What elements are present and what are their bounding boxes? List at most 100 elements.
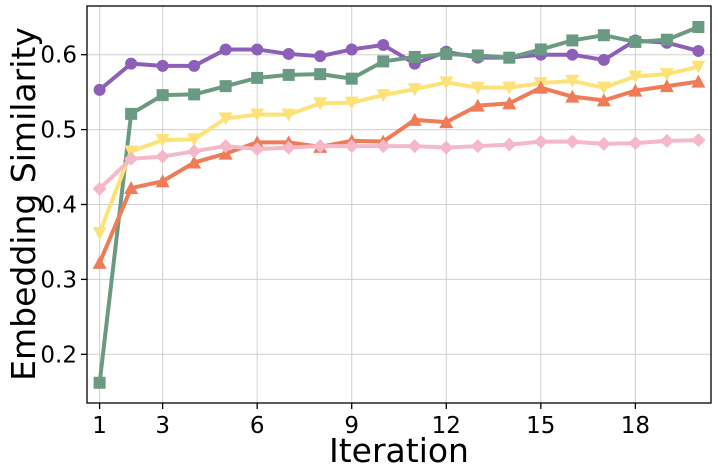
data-point bbox=[344, 139, 359, 154]
y-tick-label: 0.2 bbox=[40, 342, 77, 368]
data-point bbox=[187, 155, 202, 169]
data-point bbox=[407, 112, 422, 126]
data-point bbox=[503, 51, 516, 64]
data-point bbox=[566, 48, 579, 61]
data-point bbox=[345, 72, 358, 85]
data-point bbox=[565, 89, 580, 103]
x-tick-label: 18 bbox=[621, 413, 650, 439]
data-point bbox=[250, 142, 265, 157]
data-point bbox=[282, 68, 295, 81]
data-point bbox=[502, 96, 517, 110]
series-yellow-triangle-down bbox=[92, 60, 706, 240]
data-point bbox=[125, 57, 138, 70]
data-point bbox=[124, 151, 139, 166]
data-point bbox=[407, 83, 422, 97]
data-point bbox=[471, 49, 484, 62]
x-tick-label: 6 bbox=[250, 413, 265, 439]
data-point bbox=[565, 134, 580, 149]
data-point bbox=[188, 88, 201, 101]
data-point bbox=[659, 68, 674, 82]
data-point bbox=[692, 20, 705, 33]
data-point bbox=[502, 81, 517, 95]
data-point bbox=[439, 140, 454, 155]
data-point bbox=[155, 149, 170, 164]
data-point bbox=[440, 47, 453, 60]
data-point bbox=[691, 133, 706, 148]
x-tick-label: 15 bbox=[526, 413, 555, 439]
series-green-square bbox=[93, 20, 705, 389]
data-point bbox=[218, 112, 233, 126]
data-point bbox=[376, 89, 391, 103]
data-point bbox=[218, 139, 233, 154]
data-point bbox=[597, 29, 610, 42]
data-point bbox=[92, 181, 107, 196]
x-tick-label: 9 bbox=[344, 413, 359, 439]
data-point bbox=[156, 59, 169, 72]
data-point bbox=[155, 174, 170, 188]
data-point bbox=[155, 134, 170, 148]
data-point bbox=[377, 55, 390, 68]
data-point bbox=[470, 81, 485, 95]
data-point bbox=[534, 43, 547, 56]
data-point bbox=[282, 47, 295, 60]
series-purple-circle bbox=[93, 34, 705, 96]
data-point bbox=[313, 97, 328, 111]
y-axis-label: Embedding Similarity bbox=[4, 27, 43, 381]
y-tick-label: 0.5 bbox=[40, 118, 77, 144]
data-point bbox=[251, 71, 264, 84]
data-point bbox=[692, 44, 705, 57]
x-tick-label: 1 bbox=[92, 413, 107, 439]
data-point bbox=[314, 68, 327, 81]
data-point bbox=[659, 79, 674, 93]
data-point bbox=[596, 136, 611, 151]
data-point bbox=[533, 80, 548, 94]
data-point bbox=[124, 181, 139, 195]
data-point bbox=[377, 38, 390, 51]
data-point bbox=[187, 144, 202, 159]
x-tick-label: 3 bbox=[155, 413, 170, 439]
data-point bbox=[250, 108, 265, 122]
x-axis-label: Iteration bbox=[329, 431, 469, 466]
data-point bbox=[281, 108, 296, 122]
data-point bbox=[502, 137, 517, 152]
data-point bbox=[439, 115, 454, 129]
data-point bbox=[408, 50, 421, 63]
data-point bbox=[566, 34, 579, 47]
x-tick-label: 12 bbox=[432, 413, 461, 439]
data-point bbox=[219, 80, 232, 93]
data-point bbox=[92, 226, 107, 240]
data-point bbox=[219, 43, 232, 56]
data-point bbox=[93, 376, 106, 389]
y-tick-label: 0.6 bbox=[40, 43, 77, 69]
data-point bbox=[251, 43, 264, 56]
data-point bbox=[376, 139, 391, 154]
data-point bbox=[533, 134, 548, 149]
data-point bbox=[596, 81, 611, 95]
data-point bbox=[628, 70, 643, 84]
data-point bbox=[439, 76, 454, 90]
data-point bbox=[691, 60, 706, 74]
data-point bbox=[565, 74, 580, 88]
y-tick-label: 0.3 bbox=[40, 267, 77, 293]
data-point bbox=[596, 93, 611, 107]
series-line bbox=[97, 79, 699, 264]
data-point bbox=[659, 133, 674, 148]
data-point bbox=[188, 59, 201, 72]
data-point bbox=[407, 139, 422, 154]
data-point bbox=[93, 83, 106, 96]
data-point bbox=[629, 35, 642, 48]
data-point bbox=[345, 43, 358, 56]
data-point bbox=[470, 139, 485, 154]
data-point bbox=[691, 74, 706, 88]
data-point bbox=[344, 96, 359, 110]
data-point bbox=[281, 140, 296, 155]
axis-ticks: 1 3 6 9 12 15 18 0.2 0.3 0.4 0.5 0.6 bbox=[40, 43, 650, 439]
series-layer bbox=[92, 20, 706, 389]
data-point bbox=[187, 133, 202, 147]
data-point bbox=[628, 83, 643, 97]
data-point bbox=[313, 139, 328, 154]
data-point bbox=[250, 135, 265, 149]
y-tick-label: 0.4 bbox=[40, 193, 77, 219]
data-point bbox=[125, 107, 138, 120]
